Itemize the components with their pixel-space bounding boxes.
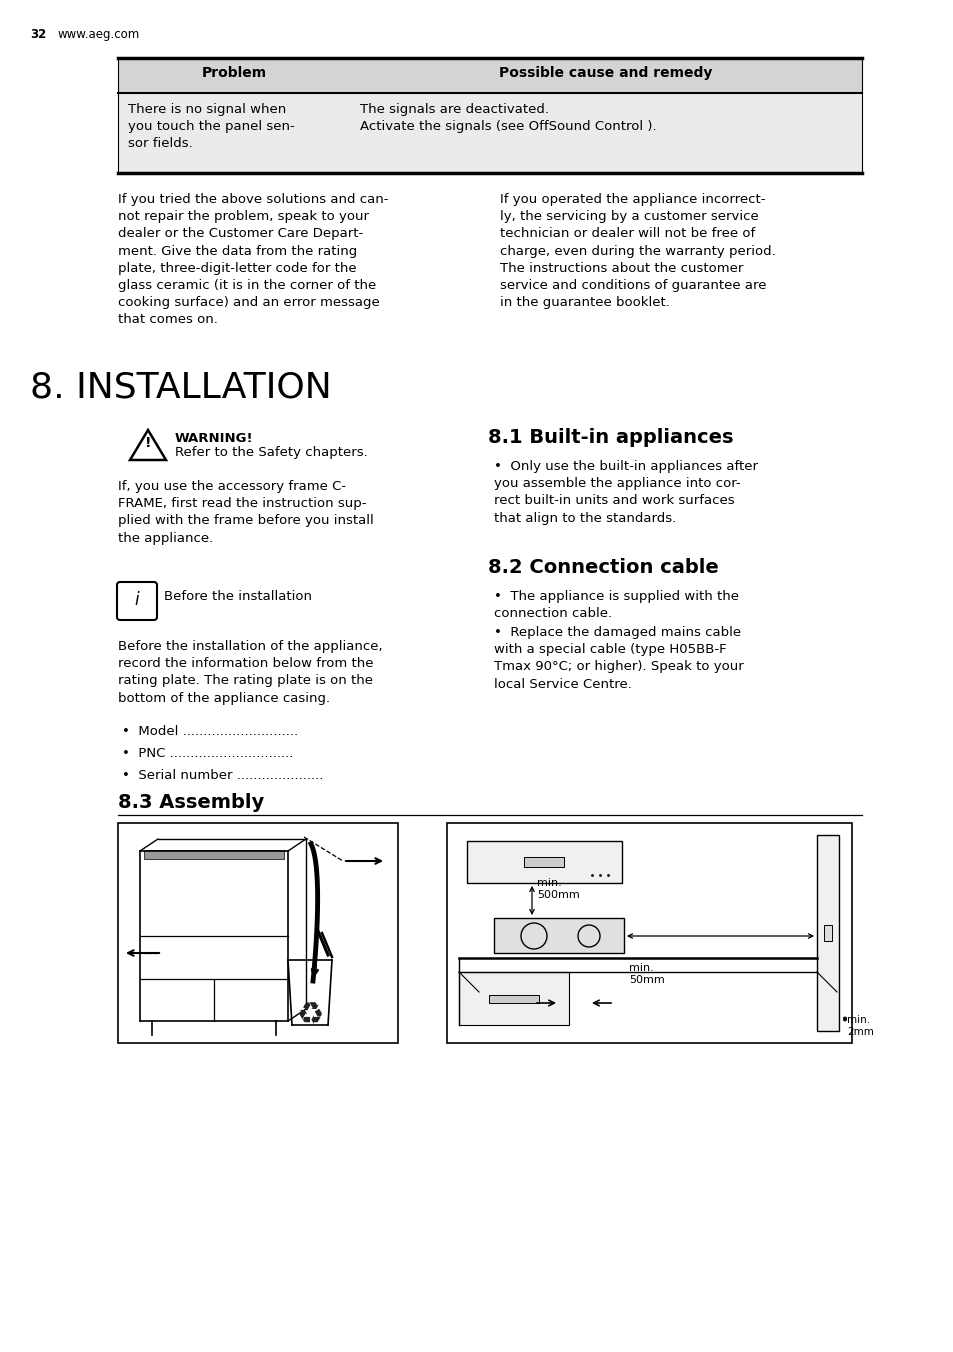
Text: •  Model ............................: • Model ............................ <box>122 725 297 738</box>
Bar <box>118 93 862 173</box>
Text: •  Serial number .....................: • Serial number ..................... <box>122 769 323 781</box>
Text: The signals are deactivated.
Activate the signals (see OffSound Control ).: The signals are deactivated. Activate th… <box>359 103 656 132</box>
Bar <box>816 836 838 1032</box>
Text: Refer to the Safety chapters.: Refer to the Safety chapters. <box>174 446 367 458</box>
Text: !: ! <box>145 435 152 450</box>
Text: Before the installation of the appliance,
record the information below from the
: Before the installation of the appliance… <box>118 639 382 704</box>
Text: •  Only use the built-in appliances after
you assemble the appliance into cor-
r: • Only use the built-in appliances after… <box>494 460 758 525</box>
Bar <box>494 918 623 953</box>
Text: 8. INSTALLATION: 8. INSTALLATION <box>30 370 332 404</box>
Text: WARNING!: WARNING! <box>174 433 253 445</box>
Bar <box>523 857 563 867</box>
Text: 32: 32 <box>30 28 46 41</box>
Text: i: i <box>134 591 139 608</box>
Text: 2mm: 2mm <box>846 1028 873 1037</box>
Bar <box>447 823 851 1042</box>
Text: 500mm: 500mm <box>537 890 579 900</box>
Bar <box>467 841 621 883</box>
Text: •  Replace the damaged mains cable
with a special cable (type H05BB-F
Tmax 90°C;: • Replace the damaged mains cable with a… <box>494 626 743 691</box>
Text: If, you use the accessory frame C-
FRAME, first read the instruction sup-
plied : If, you use the accessory frame C- FRAME… <box>118 480 374 545</box>
Bar <box>458 972 568 1025</box>
Text: Problem: Problem <box>201 66 266 80</box>
Text: ♻: ♻ <box>296 1000 323 1030</box>
Text: •  The appliance is supplied with the
connection cable.: • The appliance is supplied with the con… <box>494 589 739 621</box>
Text: Before the installation: Before the installation <box>164 589 312 603</box>
Bar <box>118 823 397 1042</box>
Text: www.aeg.com: www.aeg.com <box>58 28 140 41</box>
FancyBboxPatch shape <box>117 581 157 621</box>
Bar <box>823 925 831 941</box>
Text: There is no signal when
you touch the panel sen-
sor fields.: There is no signal when you touch the pa… <box>128 103 294 150</box>
Text: 8.3 Assembly: 8.3 Assembly <box>118 794 264 813</box>
Text: 8.1 Built-in appliances: 8.1 Built-in appliances <box>488 429 733 448</box>
Bar <box>118 58 862 93</box>
Text: 8.2 Connection cable: 8.2 Connection cable <box>488 558 718 577</box>
Text: min.: min. <box>628 963 653 973</box>
Text: If you operated the appliance incorrect-
ly, the servicing by a customer service: If you operated the appliance incorrect-… <box>499 193 775 310</box>
Text: min.: min. <box>846 1015 869 1025</box>
Text: min.: min. <box>537 877 561 888</box>
Text: Possible cause and remedy: Possible cause and remedy <box>498 66 712 80</box>
Text: If you tried the above solutions and can-
not repair the problem, speak to your
: If you tried the above solutions and can… <box>118 193 388 326</box>
Bar <box>489 995 538 1003</box>
Text: 50mm: 50mm <box>628 975 664 986</box>
Text: •  PNC ..............................: • PNC .............................. <box>122 748 294 760</box>
Bar <box>144 850 284 859</box>
